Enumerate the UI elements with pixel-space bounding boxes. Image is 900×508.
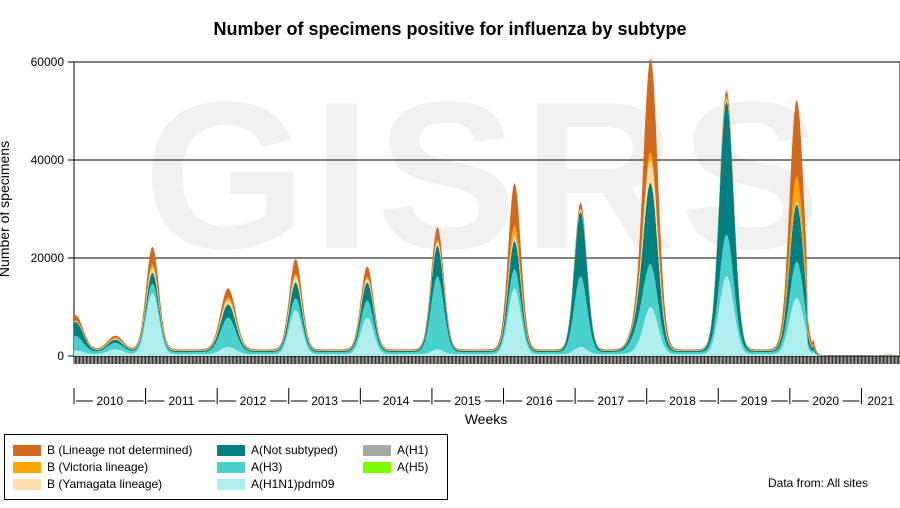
legend: B (Lineage not determined) B (Victoria l… xyxy=(4,434,448,500)
stacked-areas xyxy=(74,58,900,356)
legend-swatch xyxy=(363,461,391,473)
legend-item-b-yamagata: B (Yamagata lineage) xyxy=(13,477,162,491)
x-axis-years: 2010 2011 2012 2013 2014 2015 2016 2017 2018 2019… xyxy=(73,388,898,408)
year-label-2014: 2014 xyxy=(383,394,410,408)
year-label-2016: 2016 xyxy=(526,394,553,408)
y-axis: 0 20000 40000 60000 xyxy=(31,55,900,363)
legend-swatch xyxy=(13,461,41,473)
legend-item-b-victoria: B (Victoria lineage) xyxy=(13,460,148,474)
legend-item-b-lineage-not-determined: B (Lineage not determined) xyxy=(13,443,192,457)
year-label-2011: 2011 xyxy=(168,394,194,408)
year-label-2013: 2013 xyxy=(311,394,338,408)
legend-swatch xyxy=(363,444,391,456)
legend-item-a-h1n1pdm09: A(H1N1)pdm09 xyxy=(217,477,334,491)
area-series-a-not-subtyped xyxy=(74,101,900,356)
legend-label: A(H1) xyxy=(397,443,429,457)
year-label-2012: 2012 xyxy=(240,394,267,408)
legend-swatch xyxy=(217,478,245,490)
data-source-note: Data from: All sites xyxy=(768,476,869,490)
y-tick-label-40000: 40000 xyxy=(31,153,65,167)
legend-item-a-h3: A(H3) xyxy=(217,460,282,474)
year-label-2017: 2017 xyxy=(598,394,625,408)
legend-label: A(H5) xyxy=(397,460,429,474)
area-series-a-h1n1-pdm09 xyxy=(74,275,900,356)
legend-swatch xyxy=(217,444,245,456)
y-tick-label-0: 0 xyxy=(57,349,64,363)
year-label-2015: 2015 xyxy=(454,394,481,408)
legend-swatch xyxy=(217,461,245,473)
y-tick-label-20000: 20000 xyxy=(31,251,65,265)
legend-label: B (Lineage not determined) xyxy=(47,443,193,457)
legend-item-a-not-subtyped: A(Not subtyped) xyxy=(217,443,338,457)
year-label-2010: 2010 xyxy=(96,394,123,408)
year-label-2020: 2020 xyxy=(812,394,839,408)
chart-title: Number of specimens positive for influen… xyxy=(213,19,686,39)
legend-label: A(H3) xyxy=(251,460,283,474)
legend-swatch xyxy=(13,444,41,456)
year-label-2021: 2021 xyxy=(867,394,894,408)
legend-label: B (Victoria lineage) xyxy=(47,460,149,474)
y-axis-label: Number of specimens xyxy=(0,141,12,277)
legend-swatch xyxy=(13,478,41,490)
y-tick-label-60000: 60000 xyxy=(31,55,65,69)
legend-label: A(Not subtyped) xyxy=(251,443,338,457)
x-axis-label: Weeks xyxy=(465,411,508,427)
legend-label: B (Yamagata lineage) xyxy=(47,477,163,491)
area-series-a-h3 xyxy=(74,234,900,356)
legend-label: A(H1N1)pdm09 xyxy=(251,477,335,491)
legend-item-a-h1: A(H1) xyxy=(363,443,428,457)
watermark: GISRS xyxy=(143,58,826,293)
week-ticks xyxy=(73,356,900,364)
legend-item-a-h5: A(H5) xyxy=(363,460,428,474)
year-label-2019: 2019 xyxy=(741,394,768,408)
year-label-2018: 2018 xyxy=(669,394,696,408)
